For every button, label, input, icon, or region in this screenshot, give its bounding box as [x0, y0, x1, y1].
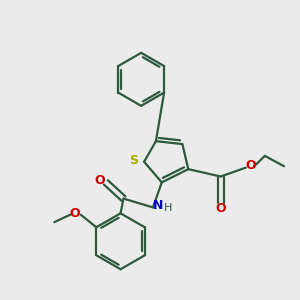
Text: S: S	[129, 154, 138, 167]
Text: O: O	[246, 159, 256, 172]
Text: O: O	[215, 202, 226, 215]
Text: O: O	[69, 207, 80, 220]
Text: H: H	[164, 203, 172, 213]
Text: N: N	[153, 200, 164, 212]
Text: O: O	[94, 173, 105, 187]
